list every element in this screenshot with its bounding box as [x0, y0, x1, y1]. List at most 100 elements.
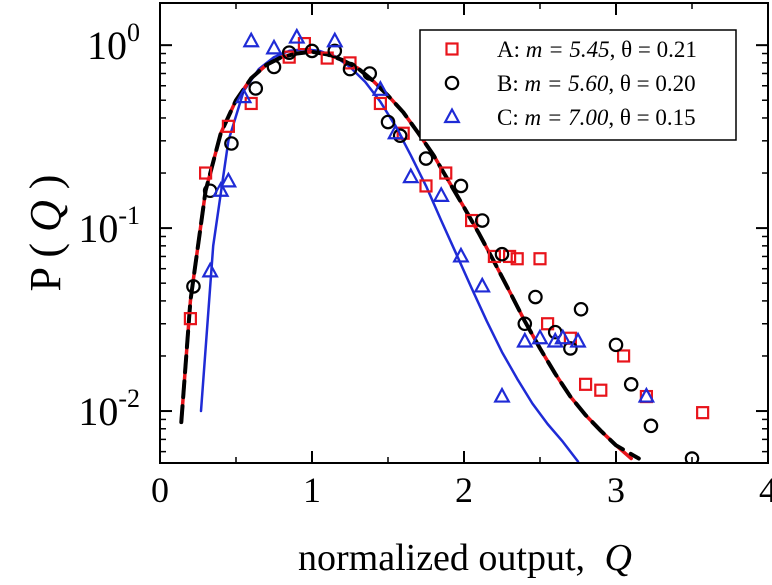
x-axis-label-variable: Q [605, 537, 632, 579]
legend-marker-b [444, 75, 460, 91]
legend-label-theta: , θ = 0.15 [608, 105, 695, 130]
legend-box [419, 29, 737, 141]
data-point-b [380, 114, 396, 130]
data-point-b [186, 279, 201, 294]
legend-label-m: m = 7.00 [524, 105, 608, 130]
data-point-c [569, 331, 587, 348]
y-axis-label-variable: Q [21, 200, 70, 232]
legend-label-prefix: C: [497, 105, 524, 130]
data-point-b [494, 246, 510, 262]
data-point-a [594, 383, 608, 397]
legend-label: C: m = 7.00, θ = 0.15 [497, 105, 696, 130]
data-point-a [503, 249, 517, 264]
data-markers [183, 27, 710, 463]
x-axis-label-text: normalized output, [298, 537, 585, 579]
y-tick-label: 10-2 [78, 384, 140, 434]
data-point-a [199, 166, 213, 180]
data-point-a [510, 252, 524, 266]
data-point-c [212, 180, 230, 197]
fit-curve-b [179, 49, 641, 461]
data-point-b [224, 136, 239, 151]
data-point-b [684, 451, 700, 463]
y-tick-label: 10-1 [78, 201, 140, 251]
legend-label: A: m = 5.45, θ = 0.21 [497, 37, 697, 62]
data-point-a [244, 96, 258, 111]
y-axis-label-text: P ( [21, 232, 70, 292]
data-point-a [221, 119, 235, 133]
y-tick-label-base: 10 [87, 23, 127, 68]
y-tick-label-exponent: -2 [118, 384, 140, 413]
legend-label-m: m = 5.45 [526, 37, 610, 62]
data-point-a [439, 166, 453, 180]
y-axis-label-close: ) [21, 175, 70, 201]
data-point-c [219, 171, 238, 188]
data-point-c [531, 328, 549, 345]
data-point-c [554, 328, 572, 345]
data-point-b [453, 178, 469, 194]
data-point-c [452, 246, 470, 263]
data-point-a [343, 56, 357, 70]
data-point-b [248, 81, 264, 96]
data-point-b [327, 43, 343, 59]
data-point-b [563, 341, 578, 356]
data-point-c [265, 38, 283, 55]
series-c-points [201, 27, 656, 403]
y-axis-label: P ( Q ) [21, 175, 70, 292]
data-point-b [281, 45, 297, 60]
data-point-c [371, 80, 390, 96]
data-point-c [637, 386, 656, 403]
legend-marker-a [445, 42, 459, 56]
data-point-c [326, 31, 344, 48]
data-point-c [432, 186, 450, 202]
data-point-c [288, 27, 306, 44]
data-point-c [402, 167, 420, 184]
data-point-b [362, 66, 378, 81]
legend-label-prefix: A: [497, 37, 526, 62]
data-point-b [266, 59, 282, 75]
legend-item-b: B: m = 5.60, θ = 0.20 [444, 71, 696, 96]
legend-item-c: C: m = 7.00, θ = 0.15 [443, 105, 696, 130]
x-axis-label: normalized output, Q [298, 537, 632, 579]
data-point-b [528, 289, 543, 305]
data-point-b [392, 128, 408, 143]
data-point-a [320, 51, 334, 65]
data-point-c [242, 31, 260, 48]
data-point-a [419, 179, 433, 193]
legend-marker-c [443, 107, 461, 124]
data-point-b [623, 377, 639, 392]
y-tick-label-base: 10 [78, 389, 118, 434]
y-tick-label-exponent: -1 [118, 201, 140, 230]
y-tick-label-exponent: 0 [127, 18, 140, 47]
data-point-b [342, 61, 358, 77]
data-point-b [608, 337, 624, 353]
series-b-points [186, 43, 700, 463]
data-point-c [473, 276, 491, 293]
legend: A: m = 5.45, θ = 0.21 B: m = 5.60, θ = 0.… [419, 29, 737, 141]
x-axis-ticks: 0 1 2 3 4 [151, 3, 772, 510]
data-point-a [533, 252, 547, 266]
x-tick-label: 3 [607, 470, 625, 510]
data-point-b [643, 418, 659, 434]
legend-label-theta: , θ = 0.21 [610, 37, 697, 62]
legend-label-prefix: B: [497, 71, 524, 96]
data-point-b [573, 301, 589, 317]
data-point-a [696, 406, 710, 420]
data-point-c [516, 331, 534, 348]
legend-label-theta: , θ = 0.20 [608, 71, 695, 96]
data-point-a [373, 96, 387, 111]
y-tick-label-base: 10 [78, 206, 118, 251]
legend-label-m: m = 5.60 [524, 71, 608, 96]
data-point-c [386, 123, 405, 140]
x-tick-label: 2 [455, 470, 473, 510]
data-point-a [183, 312, 197, 326]
x-tick-label: 1 [303, 470, 321, 510]
data-point-a [616, 349, 631, 363]
data-point-a [578, 377, 593, 391]
data-point-a [487, 249, 501, 264]
data-point-b [474, 213, 490, 228]
data-point-c [201, 261, 219, 278]
data-point-b [418, 151, 434, 166]
data-point-c [493, 386, 511, 403]
